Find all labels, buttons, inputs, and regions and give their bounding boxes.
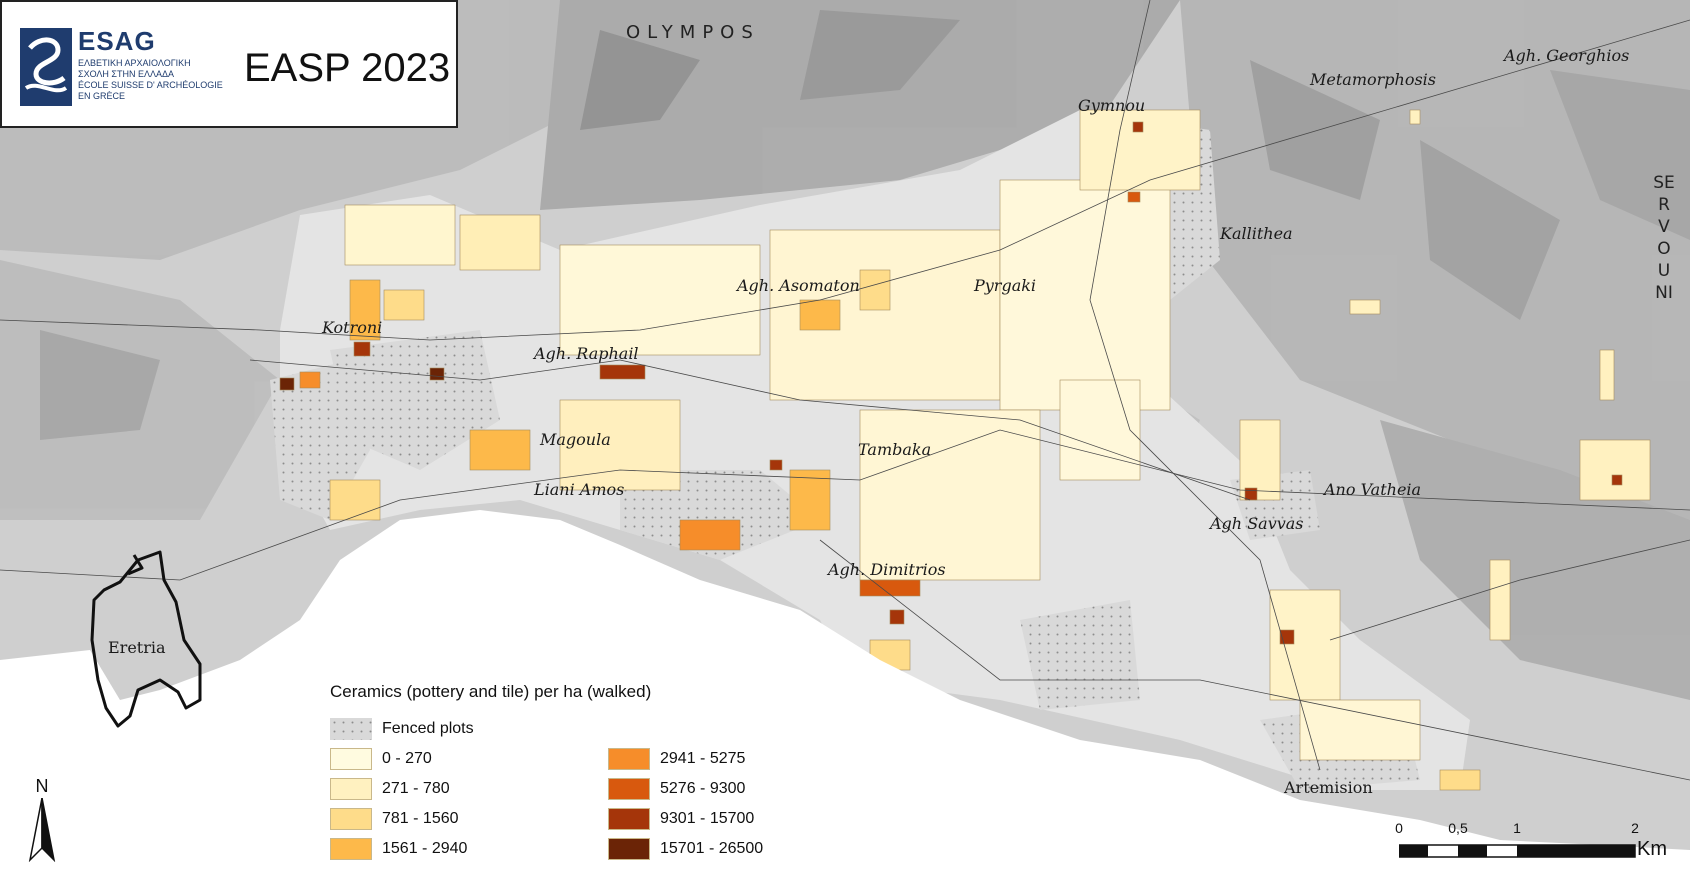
legend-swatch xyxy=(608,838,650,860)
legend-swatch xyxy=(608,778,650,800)
place-liani-amos: Liani Amos xyxy=(534,480,625,499)
scale-bar: 0 0,5 1 2 Km xyxy=(1395,820,1675,870)
legend: Ceramics (pottery and tile) per ha (walk… xyxy=(330,680,790,870)
legend-label: 15701 - 26500 xyxy=(660,840,764,857)
logo-name: ESAG xyxy=(78,26,156,56)
place-tambaka: Tambaka xyxy=(858,440,932,459)
servouni-label: SERVOUNI xyxy=(1653,173,1675,303)
hillshade xyxy=(0,0,1690,700)
place-kallithea: Kallithea xyxy=(1220,224,1293,243)
place-pyrgaki: Pyrgaki xyxy=(974,276,1037,295)
legend-label: 5276 - 9300 xyxy=(660,780,746,797)
logo-line-4: EN GRÈCE xyxy=(78,91,126,101)
place-magoula: Magoula xyxy=(540,430,611,449)
legend-swatch xyxy=(330,748,372,770)
logo-line-1: ΕΛΒΕΤΙΚΗ ΑΡΧΑΙΟΛΟΓΙΚΗ xyxy=(78,58,191,68)
survey-plots xyxy=(279,109,1651,791)
olympos-label: OLYMPOS xyxy=(626,22,760,43)
eretria-outline xyxy=(90,550,202,728)
legend-swatch xyxy=(608,748,650,770)
north-arrow: N xyxy=(26,776,58,862)
legend-label: 781 - 1560 xyxy=(382,810,459,827)
place-agh-asomaton: Agh. Asomaton xyxy=(737,276,860,295)
scale-tick: 0 xyxy=(1395,820,1403,836)
scale-tick: 1 xyxy=(1513,820,1521,836)
place-ano-vatheia: Ano Vatheia xyxy=(1324,480,1422,499)
project-title: EASP 2023 xyxy=(244,46,451,90)
roads xyxy=(0,0,1690,781)
scale-tick: 2 xyxy=(1631,820,1639,836)
fenced-plots xyxy=(270,120,1420,790)
sea xyxy=(0,510,1690,879)
legend-swatch xyxy=(330,778,372,800)
legend-label: 0 - 270 xyxy=(382,750,432,767)
legend-label-fenced: Fenced plots xyxy=(382,720,474,737)
title-box: ESAG ΕΛΒΕΤΙΚΗ ΑΡΧΑΙΟΛΟΓΙΚΗ ΣΧΟΛΗ ΣΤΗΝ ΕΛ… xyxy=(0,0,458,128)
place-agh-dimitrios: Agh. Dimitrios xyxy=(828,560,946,579)
scale-unit: Km xyxy=(1637,838,1667,860)
place-agh-georghios: Agh. Georghios xyxy=(1504,46,1630,65)
legend-swatch xyxy=(330,808,372,830)
logo-line-2: ΣΧΟΛΗ ΣΤΗΝ ΕΛΛΑΔΑ xyxy=(78,69,175,79)
fenced-plots-swatch xyxy=(330,718,372,740)
place-agh-savvas: Agh Savvas xyxy=(1210,514,1304,533)
legend-label: 2941 - 5275 xyxy=(660,750,746,767)
place-kotroni: Kotroni xyxy=(322,318,383,337)
place-artemision: Artemision xyxy=(1284,778,1373,797)
legend-label: 1561 - 2940 xyxy=(382,840,468,857)
esag-logo-icon xyxy=(20,28,72,106)
legend-title: Ceramics (pottery and tile) per ha (walk… xyxy=(330,682,652,701)
place-eretria: Eretria xyxy=(108,638,166,657)
legend-swatch xyxy=(330,838,372,860)
place-metamorphosis: Metamorphosis xyxy=(1310,70,1436,89)
scale-bar-graphic xyxy=(1399,844,1636,858)
place-agh-raphail: Agh. Raphail xyxy=(534,344,639,363)
logo-line-3: ÉCOLE SUISSE D' ARCHÉOLOGIE xyxy=(78,80,223,90)
scale-tick: 0,5 xyxy=(1448,820,1468,836)
north-letter: N xyxy=(35,776,49,796)
place-gymnou: Gymnou xyxy=(1078,96,1146,115)
legend-label: 9301 - 15700 xyxy=(660,810,755,827)
legend-label: 271 - 780 xyxy=(382,780,450,797)
legend-swatch xyxy=(608,808,650,830)
north-arrow-icon xyxy=(28,798,56,862)
